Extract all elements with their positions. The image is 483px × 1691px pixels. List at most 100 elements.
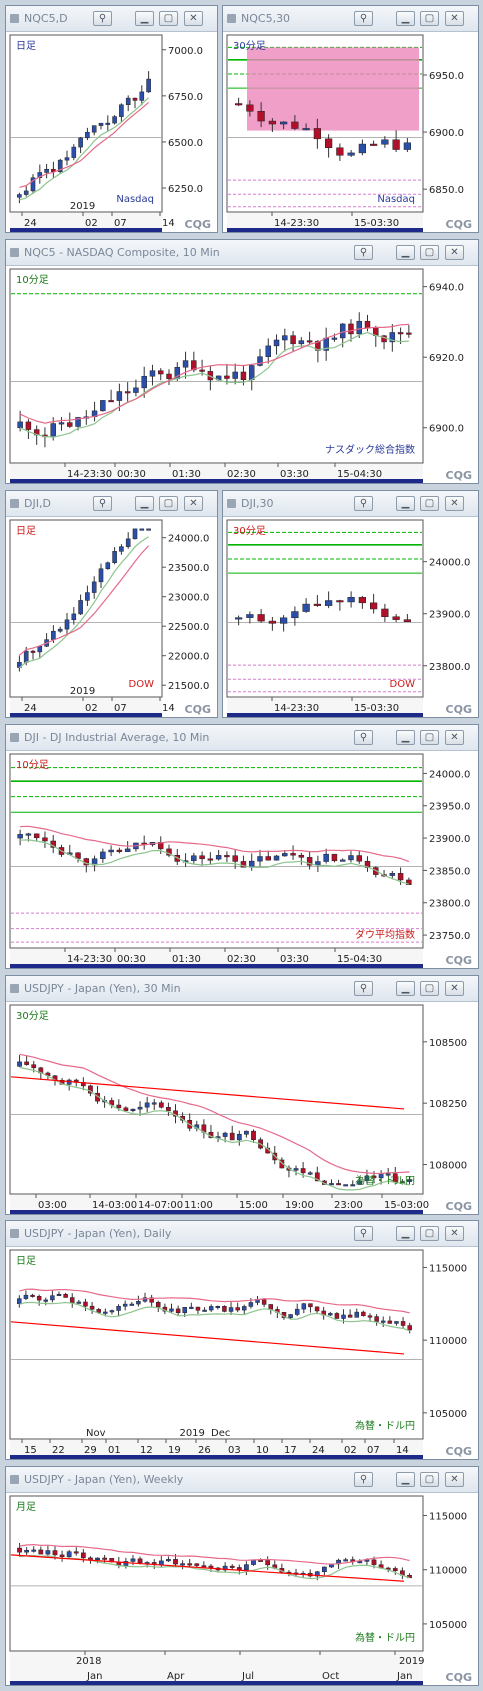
close-button[interactable]: ✕ <box>184 11 203 26</box>
scrollbar[interactable] <box>10 479 423 483</box>
restore-button[interactable]: ▢ <box>159 11 178 26</box>
candle <box>125 538 131 547</box>
minimize-button[interactable]: ▁ <box>396 11 415 26</box>
restore-button[interactable]: ▢ <box>420 981 439 996</box>
w1-window[interactable]: NQC5,D ⚲ ▁ ▢ ✕ 7000.0 6750.0 6500.0 6250.0 24 02 07… <box>5 5 218 233</box>
title-bar[interactable]: NQC5,D ⚲ ▁ ▢ ✕ <box>6 6 217 32</box>
candle <box>119 546 124 552</box>
link-button[interactable]: ⚲ <box>354 496 373 511</box>
close-button[interactable]: ✕ <box>445 496 464 511</box>
chart[interactable]: 115000 110000 105000 Jan Apr Jul Oct Jan 月足為替・ドル… <box>6 1492 478 1685</box>
close-button[interactable]: ✕ <box>445 245 464 260</box>
candle <box>158 1560 164 1565</box>
title-bar[interactable]: NQC5,30 ⚲ ▁ ▢ ✕ <box>223 6 478 32</box>
scrollbar[interactable] <box>10 1455 423 1459</box>
title-bar[interactable]: USDJPY - Japan (Yen), Daily ⚲ ▁ ▢ ✕ <box>6 1221 478 1247</box>
w8-window[interactable]: USDJPY - Japan (Yen), Daily ⚲ ▁ ▢ ✕ 115000 110… <box>5 1220 479 1460</box>
minimize-button[interactable]: ▁ <box>396 1472 415 1487</box>
link-button[interactable]: ⚲ <box>354 11 373 26</box>
title-bar[interactable]: DJI,30 ⚲ ▁ ▢ ✕ <box>223 491 478 517</box>
w3-window[interactable]: NQC5 - NASDAQ Composite, 10 Min ⚲ ▁ ▢ ✕ 6940.… <box>5 239 479 484</box>
chart[interactable]: 24000.0 23900.0 23800.0 14-23:30 15-03:30 30分… <box>223 516 478 717</box>
candle <box>350 1184 356 1187</box>
candle <box>298 854 305 858</box>
link-button[interactable]: ⚲ <box>354 1226 373 1241</box>
candle <box>116 391 123 401</box>
candle <box>244 1130 249 1135</box>
scrollbar[interactable] <box>10 228 162 232</box>
timeframe-label: 日足 <box>16 40 36 52</box>
chart[interactable]: 24000.0 23500.0 23000.0 22500.0 22000.0 21500… <box>6 516 217 717</box>
w6-window[interactable]: DJI - DJ Industrial Average, 10 Min ⚲ ▁ ▢ ✕ 2… <box>5 724 479 969</box>
candle <box>235 103 243 106</box>
restore-button[interactable]: ▢ <box>420 730 439 745</box>
restore-button[interactable]: ▢ <box>420 496 439 511</box>
title-bar[interactable]: USDJPY - Japan (Yen), Weekly ⚲ ▁ ▢ ✕ <box>6 1467 478 1493</box>
candle <box>129 1303 135 1306</box>
candle <box>199 369 205 372</box>
link-button[interactable]: ⚲ <box>354 245 373 260</box>
candle <box>141 375 147 389</box>
w5-window[interactable]: DJI,30 ⚲ ▁ ▢ ✕ 24000.0 23900.0 23800.0 14-23:30 1… <box>222 490 479 718</box>
minimize-button[interactable]: ▁ <box>396 730 415 745</box>
restore-button[interactable]: ▢ <box>420 245 439 260</box>
w7-window[interactable]: USDJPY - Japan (Yen), 30 Min ⚲ ▁ ▢ ✕ 108500 10… <box>5 975 479 1215</box>
candle <box>306 857 313 866</box>
scrollbar[interactable] <box>227 228 423 232</box>
candle <box>166 373 172 380</box>
minimize-button[interactable]: ▁ <box>396 1226 415 1241</box>
instrument-label: 為替・ドル円 <box>355 1631 415 1644</box>
candle <box>257 614 265 622</box>
y-tick-label: 115000 <box>429 1512 467 1523</box>
window-title: USDJPY - Japan (Yen), 30 Min <box>24 982 181 995</box>
link-button[interactable]: ⚲ <box>354 730 373 745</box>
x-tick-label: 11:00 <box>184 1200 213 1211</box>
close-button[interactable]: ✕ <box>445 981 464 996</box>
restore-button[interactable]: ▢ <box>159 496 178 511</box>
candle <box>195 1306 201 1311</box>
link-button[interactable]: ⚲ <box>354 1472 373 1487</box>
w4-window[interactable]: DJI,D ⚲ ▁ ▢ ✕ 24000.0 23500.0 23000.0 22500.0 220… <box>5 490 218 718</box>
close-button[interactable]: ✕ <box>445 1226 464 1241</box>
x-tick-label: Oct <box>322 1671 339 1682</box>
scrollbar[interactable] <box>10 964 423 968</box>
candle <box>339 323 346 339</box>
minimize-button[interactable]: ▁ <box>396 981 415 996</box>
chart[interactable]: 115000 110000 105000 15 22 29 01 12 19 26 03 10 17 24… <box>6 1246 478 1459</box>
minimize-button[interactable]: ▁ <box>135 11 154 26</box>
chart[interactable]: 6950.0 6900.0 6850.0 14-23:30 15-03:30 30分足 Na… <box>223 31 478 232</box>
restore-button[interactable]: ▢ <box>420 1226 439 1241</box>
chart[interactable]: 24000.0 23950.0 23900.0 23850.0 23800.0 23750… <box>6 750 478 968</box>
minimize-button[interactable]: ▁ <box>396 245 415 260</box>
restore-button[interactable]: ▢ <box>420 11 439 26</box>
candle <box>236 1133 242 1141</box>
scrollbar[interactable] <box>227 713 423 717</box>
x-tick-label: 15-04:30 <box>337 469 382 480</box>
minimize-button[interactable]: ▁ <box>135 496 154 511</box>
close-button[interactable]: ✕ <box>445 11 464 26</box>
y-tick-label: 6920.0 <box>429 353 464 364</box>
candle <box>17 421 23 428</box>
scrollbar[interactable] <box>10 1210 423 1214</box>
scrollbar[interactable] <box>10 1681 423 1685</box>
chart[interactable]: 6940.0 6920.0 6900.0 14-23:30 00:30 01:30 02:3… <box>6 265 478 483</box>
chart[interactable]: 7000.0 6750.0 6500.0 6250.0 24 02 07 14 日足 Nasdaq… <box>6 31 217 232</box>
title-bar[interactable]: NQC5 - NASDAQ Composite, 10 Min ⚲ ▁ ▢ ✕ <box>6 240 478 266</box>
w9-window[interactable]: USDJPY - Japan (Yen), Weekly ⚲ ▁ ▢ ✕ 115000 11… <box>5 1466 479 1686</box>
close-button[interactable]: ✕ <box>445 730 464 745</box>
close-button[interactable]: ✕ <box>445 1472 464 1487</box>
link-button[interactable]: ⚲ <box>354 981 373 996</box>
w2-window[interactable]: NQC5,30 ⚲ ▁ ▢ ✕ 6950.0 6900.0 6850.0 14-23:30 15-… <box>222 5 479 233</box>
link-button[interactable]: ⚲ <box>93 496 112 511</box>
scrollbar[interactable] <box>10 713 162 717</box>
minimize-button[interactable]: ▁ <box>396 496 415 511</box>
title-bar[interactable]: DJI - DJ Industrial Average, 10 Min ⚲ ▁ ▢ ✕ <box>6 725 478 751</box>
title-bar[interactable]: USDJPY - Japan (Yen), 30 Min ⚲ ▁ ▢ ✕ <box>6 976 478 1002</box>
close-button[interactable]: ✕ <box>184 496 203 511</box>
year-label: 2018 <box>76 1656 101 1667</box>
title-bar[interactable]: DJI,D ⚲ ▁ ▢ ✕ <box>6 491 217 517</box>
candle <box>78 600 83 615</box>
restore-button[interactable]: ▢ <box>420 1472 439 1487</box>
link-button[interactable]: ⚲ <box>93 11 112 26</box>
